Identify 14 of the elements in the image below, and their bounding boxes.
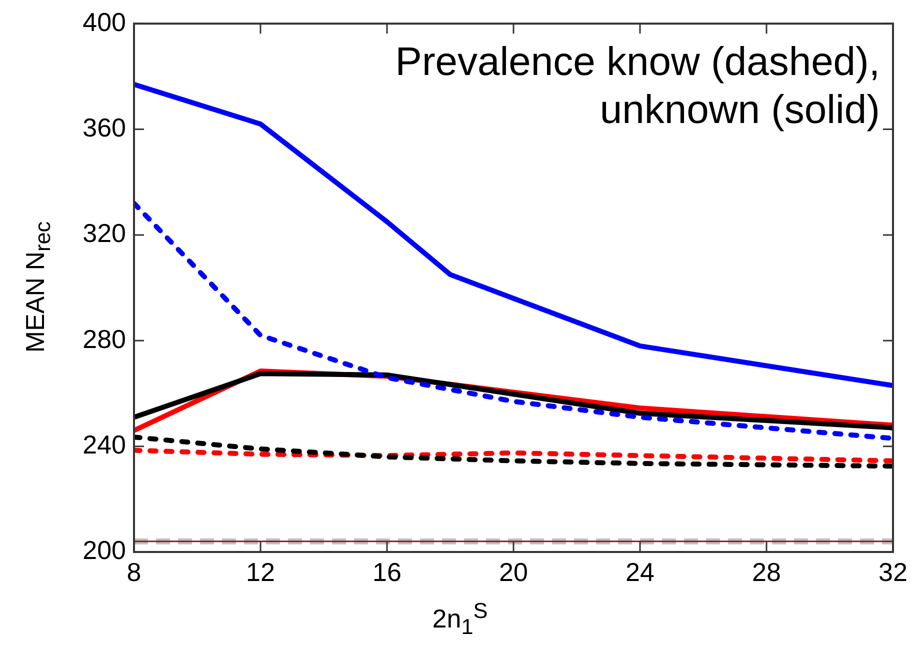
x-tick-label: 8 xyxy=(126,556,142,587)
y-tick-label: 240 xyxy=(82,429,126,460)
y-tick-label: 400 xyxy=(82,6,126,37)
x-tick-label: 16 xyxy=(372,556,402,587)
x-tick-label: 12 xyxy=(246,556,275,587)
x-tick-label: 28 xyxy=(752,556,781,587)
y-tick-label: 280 xyxy=(82,324,126,354)
y-tick-label: 320 xyxy=(82,218,126,248)
y-tick-label: 200 xyxy=(82,535,126,566)
y-tick-label: 360 xyxy=(82,112,126,142)
x-tick-label: 32 xyxy=(878,556,908,587)
x-tick-label: 24 xyxy=(626,556,654,587)
annotation: Prevalence know (dashed), unknown (solid) xyxy=(395,39,880,134)
x-tick-label: 20 xyxy=(499,556,528,587)
